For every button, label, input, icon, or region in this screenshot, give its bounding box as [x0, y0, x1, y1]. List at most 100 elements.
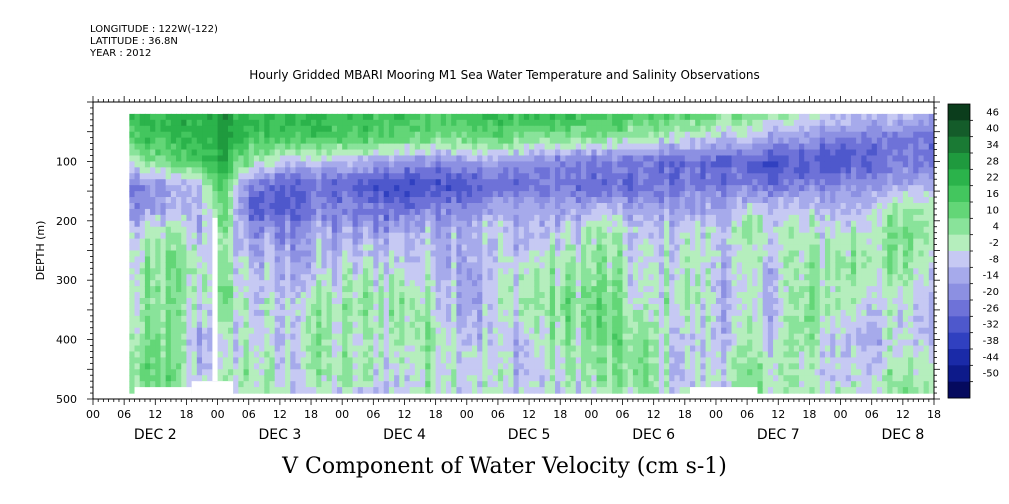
heatmap-cell: [399, 327, 406, 335]
heatmap-cell: [170, 149, 177, 157]
heatmap-cell: [321, 238, 328, 246]
heatmap-cell: [233, 119, 239, 127]
heatmap-cell: [627, 262, 634, 269]
heatmap-cell: [549, 179, 556, 186]
heatmap-cell: [482, 268, 489, 275]
heatmap-cell: [539, 321, 546, 329]
heatmap-cell: [627, 185, 634, 192]
heatmap-cell: [388, 303, 395, 311]
heatmap-cell: [176, 244, 182, 252]
heatmap-cell: [456, 250, 463, 258]
heatmap-cell: [150, 143, 156, 151]
heatmap-cell: [627, 250, 634, 258]
heatmap-cell: [477, 149, 483, 157]
heatmap-cell: [342, 119, 348, 127]
heatmap-cell: [227, 375, 234, 382]
heatmap-cell: [253, 387, 260, 394]
heatmap-cell: [451, 125, 457, 133]
heatmap-cell: [591, 226, 598, 234]
heatmap-cell: [612, 268, 618, 275]
heatmap-cell: [383, 345, 390, 353]
heatmap-cell: [409, 149, 416, 157]
heatmap-cell: [606, 131, 613, 139]
heatmap-cell: [643, 309, 650, 317]
heatmap-cell: [601, 137, 608, 145]
heatmap-cell: [435, 381, 442, 388]
heatmap-cell: [612, 292, 618, 299]
heatmap-cell: [430, 226, 437, 234]
heatmap-cell: [264, 268, 271, 275]
heatmap-cell: [207, 191, 213, 198]
heatmap-cell: [440, 173, 447, 180]
heatmap-cell: [612, 155, 618, 162]
heatmap-cell: [191, 292, 198, 299]
heatmap-cell: [503, 303, 509, 311]
heatmap-cell: [591, 256, 598, 263]
heatmap-cell: [207, 292, 213, 299]
heatmap-cell: [591, 238, 598, 246]
heatmap-cell: [279, 268, 286, 275]
heatmap-cell: [227, 161, 234, 168]
heatmap-cell: [176, 327, 182, 335]
heatmap-cell: [529, 303, 535, 311]
heatmap-cell: [487, 303, 494, 311]
heatmap-cell: [150, 238, 156, 246]
heatmap-cell: [186, 232, 193, 240]
heatmap-cell: [336, 321, 343, 329]
heatmap-cell: [560, 131, 567, 139]
heatmap-cell: [508, 167, 515, 174]
heatmap-cell: [632, 119, 639, 127]
heatmap-cell: [549, 131, 556, 139]
heatmap-cell: [606, 238, 613, 246]
heatmap-cell: [181, 143, 188, 151]
heatmap-cell: [331, 155, 338, 162]
heatmap-cell: [202, 369, 208, 376]
heatmap-cell: [357, 226, 364, 234]
heatmap-cell: [570, 250, 577, 258]
heatmap-cell: [529, 149, 535, 157]
heatmap-cell: [497, 357, 504, 364]
heatmap-cell: [435, 333, 442, 341]
heatmap-cell: [446, 286, 452, 293]
heatmap-cell: [144, 232, 151, 240]
heatmap-cell: [165, 280, 172, 287]
heatmap-cell: [492, 333, 499, 341]
heatmap-cell: [601, 149, 608, 157]
heatmap-cell: [373, 303, 380, 311]
heatmap-cell: [196, 185, 203, 192]
heatmap-cell: [336, 232, 343, 240]
heatmap-cell: [461, 303, 468, 311]
heatmap-cell: [212, 143, 219, 151]
heatmap-cell: [394, 262, 400, 269]
heatmap-cell: [362, 226, 369, 234]
heatmap-cell: [482, 292, 489, 299]
heatmap-cell: [227, 232, 234, 240]
heatmap-cell: [212, 173, 219, 180]
heatmap-cell: [534, 191, 541, 198]
heatmap-cell: [368, 327, 374, 335]
heatmap-cell: [259, 232, 265, 240]
heatmap-cell: [674, 369, 681, 376]
heatmap-cell: [648, 143, 655, 151]
heatmap-cell: [150, 125, 156, 133]
heatmap-cell: [316, 387, 323, 394]
heatmap-cell: [658, 345, 665, 353]
heatmap-cell: [409, 179, 416, 186]
heatmap-cell: [420, 309, 426, 317]
heatmap-cell: [373, 381, 380, 388]
heatmap-cell: [466, 137, 473, 145]
heatmap-cell: [586, 381, 592, 388]
heatmap-cell: [669, 197, 676, 204]
heatmap-cell: [430, 214, 437, 222]
heatmap-cell: [446, 173, 452, 180]
heatmap-cell: [425, 298, 432, 305]
heatmap-cell: [269, 309, 276, 317]
heatmap-cell: [414, 339, 421, 347]
heatmap-cell: [529, 131, 535, 139]
heatmap-cell: [518, 185, 525, 192]
heatmap-cell: [295, 143, 302, 151]
heatmap-cell: [575, 238, 582, 246]
heatmap-cell: [539, 250, 546, 258]
heatmap-cell: [674, 363, 681, 370]
heatmap-cell: [373, 220, 380, 228]
